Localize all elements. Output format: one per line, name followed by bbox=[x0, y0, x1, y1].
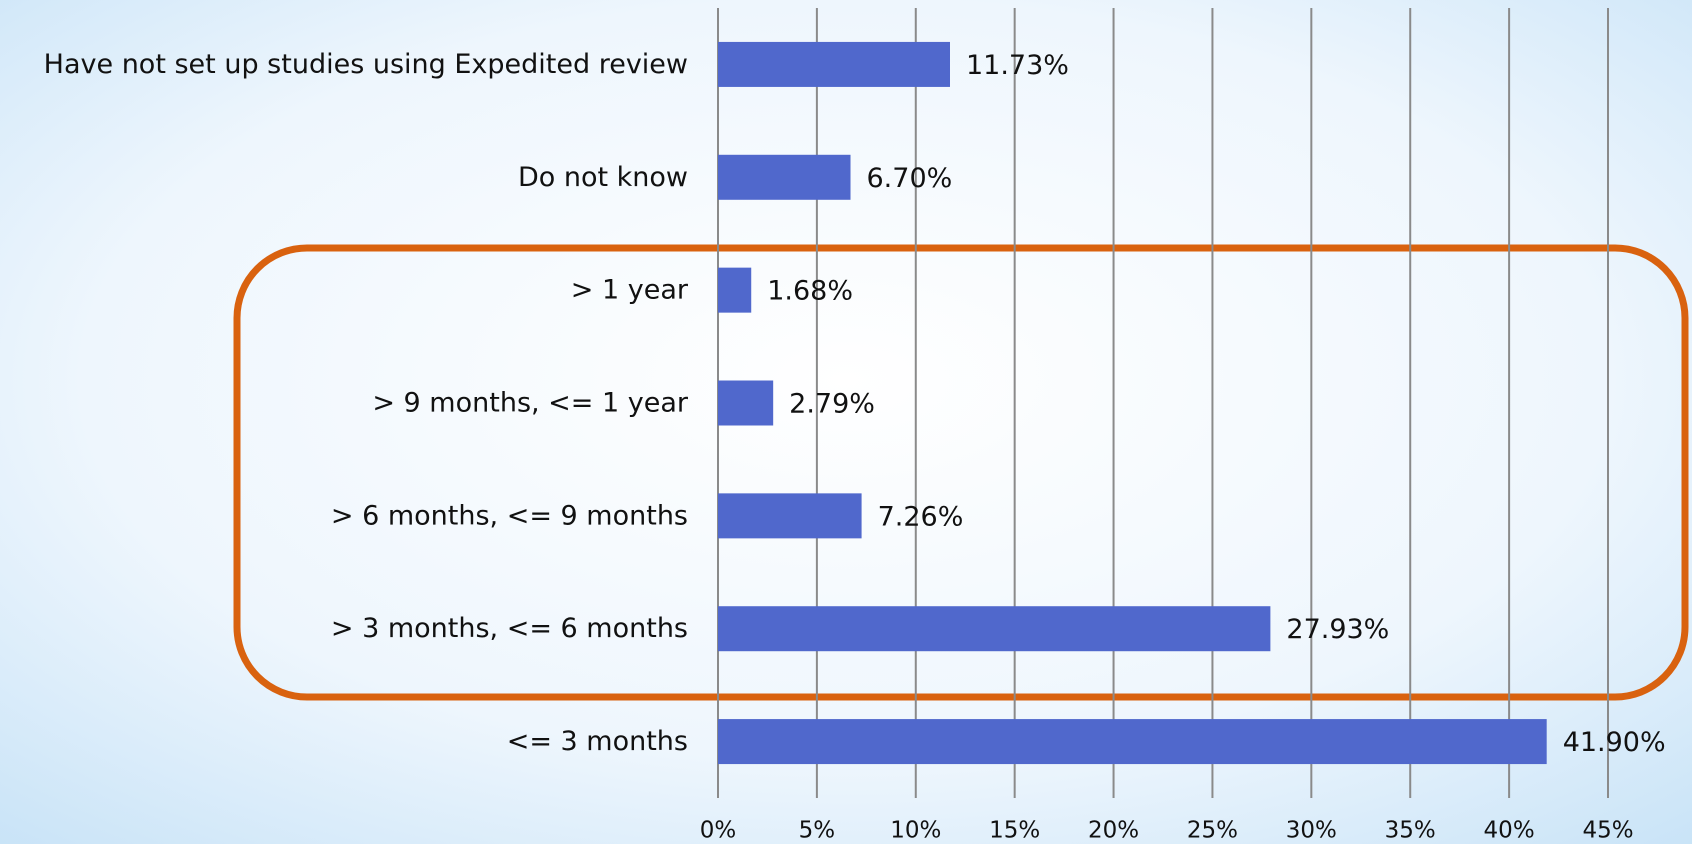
data-label: 2.79% bbox=[789, 389, 875, 420]
y-tick-label: > 3 months, <= 6 months bbox=[331, 613, 688, 644]
x-tick-label: 10% bbox=[890, 818, 941, 844]
bar bbox=[718, 154, 851, 200]
data-label: 11.73% bbox=[966, 50, 1069, 81]
x-tick-label: 40% bbox=[1484, 818, 1535, 844]
x-tick-label: 30% bbox=[1286, 818, 1337, 844]
y-tick-label: <= 3 months bbox=[507, 726, 688, 757]
y-tick-label: > 9 months, <= 1 year bbox=[372, 388, 689, 419]
data-label: 41.90% bbox=[1563, 727, 1666, 758]
bar bbox=[718, 41, 950, 87]
x-tick-label: 25% bbox=[1187, 818, 1238, 844]
bar bbox=[718, 267, 752, 313]
data-label: 7.26% bbox=[878, 501, 964, 532]
bar bbox=[718, 719, 1547, 765]
bar bbox=[718, 380, 774, 426]
bar bbox=[718, 493, 862, 539]
x-tick-label: 45% bbox=[1582, 818, 1633, 844]
y-tick-label: Have not set up studies using Expedited … bbox=[44, 49, 688, 80]
x-tick-label: 35% bbox=[1385, 818, 1436, 844]
x-tick-label: 20% bbox=[1088, 818, 1139, 844]
x-tick-label: 0% bbox=[700, 818, 737, 844]
data-label: 6.70% bbox=[867, 163, 953, 194]
bar bbox=[718, 606, 1271, 652]
y-tick-label: Do not know bbox=[518, 162, 688, 193]
y-tick-label: > 1 year bbox=[571, 275, 689, 306]
highlight-box bbox=[233, 244, 1689, 701]
x-tick-label: 15% bbox=[989, 818, 1040, 844]
x-tick-label: 5% bbox=[799, 818, 836, 844]
data-label: 1.68% bbox=[767, 276, 853, 307]
y-tick-label: > 6 months, <= 9 months bbox=[331, 500, 688, 531]
data-label: 27.93% bbox=[1286, 614, 1389, 645]
